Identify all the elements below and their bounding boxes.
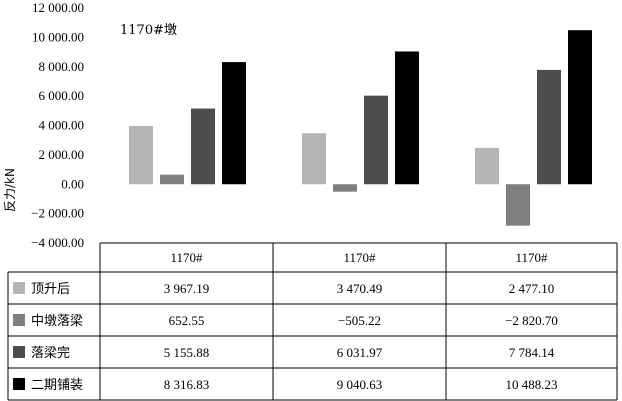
data-label: 3 967.19 xyxy=(164,281,210,296)
y-tick-label: 10 000.00 xyxy=(32,29,84,44)
bars xyxy=(129,30,592,226)
legend-label: 中墩落梁 xyxy=(31,314,83,329)
bar xyxy=(506,184,530,226)
bar xyxy=(475,147,499,185)
chart-annotation: 1170#墩 xyxy=(120,23,177,38)
category-label: 1170# xyxy=(343,250,376,265)
bar xyxy=(364,95,388,185)
y-tick-label: −4 000.00 xyxy=(31,235,84,250)
bar xyxy=(395,51,419,185)
data-label: 2 477.10 xyxy=(509,281,555,296)
bar xyxy=(568,30,592,185)
data-label: 652.55 xyxy=(169,313,205,328)
data-label: 3 470.49 xyxy=(337,281,383,296)
bar xyxy=(302,133,326,185)
legend-label: 顶升后 xyxy=(31,282,70,297)
bar xyxy=(537,69,561,185)
y-tick-label: −2 000.00 xyxy=(31,206,84,221)
y-axis: 12 000.00 10 000.00 8 000.00 6 000.00 4 000.… xyxy=(31,0,84,250)
y-tick-label: 4 000.00 xyxy=(39,118,85,133)
data-label: 7 784.14 xyxy=(509,345,555,360)
data-label: −2 820.70 xyxy=(505,313,558,328)
bar xyxy=(191,108,215,185)
data-label: 10 488.23 xyxy=(506,377,558,392)
y-tick-label: 8 000.00 xyxy=(39,59,85,74)
legend-swatch xyxy=(13,314,25,326)
bar xyxy=(160,174,184,185)
legend-swatch xyxy=(13,282,25,294)
data-label: −505.22 xyxy=(338,313,381,328)
category-label: 1170# xyxy=(515,250,548,265)
data-label: 9 040.63 xyxy=(337,377,383,392)
y-axis-label: 反力/kN xyxy=(3,168,17,212)
data-label: 5 155.88 xyxy=(164,345,210,360)
data-label: 6 031.97 xyxy=(337,345,383,360)
legend-label: 二期铺装 xyxy=(31,378,83,393)
data-table: 1170# 1170# 1170# 顶升后 3 967.19 3 470.49 2 477.… xyxy=(7,242,618,401)
legend-swatch xyxy=(13,378,25,390)
y-tick-label: 6 000.00 xyxy=(39,88,85,103)
legend-swatch xyxy=(13,346,25,358)
data-label: 8 316.83 xyxy=(164,377,210,392)
y-tick-label: 12 000.00 xyxy=(32,0,84,15)
y-tick-label: 0.00 xyxy=(61,176,84,191)
legend-label: 落梁完 xyxy=(31,346,70,361)
bar xyxy=(222,62,246,185)
bar xyxy=(333,184,357,192)
bar xyxy=(129,125,153,185)
y-tick-label: 2 000.00 xyxy=(39,147,85,162)
category-label: 1170# xyxy=(170,250,203,265)
